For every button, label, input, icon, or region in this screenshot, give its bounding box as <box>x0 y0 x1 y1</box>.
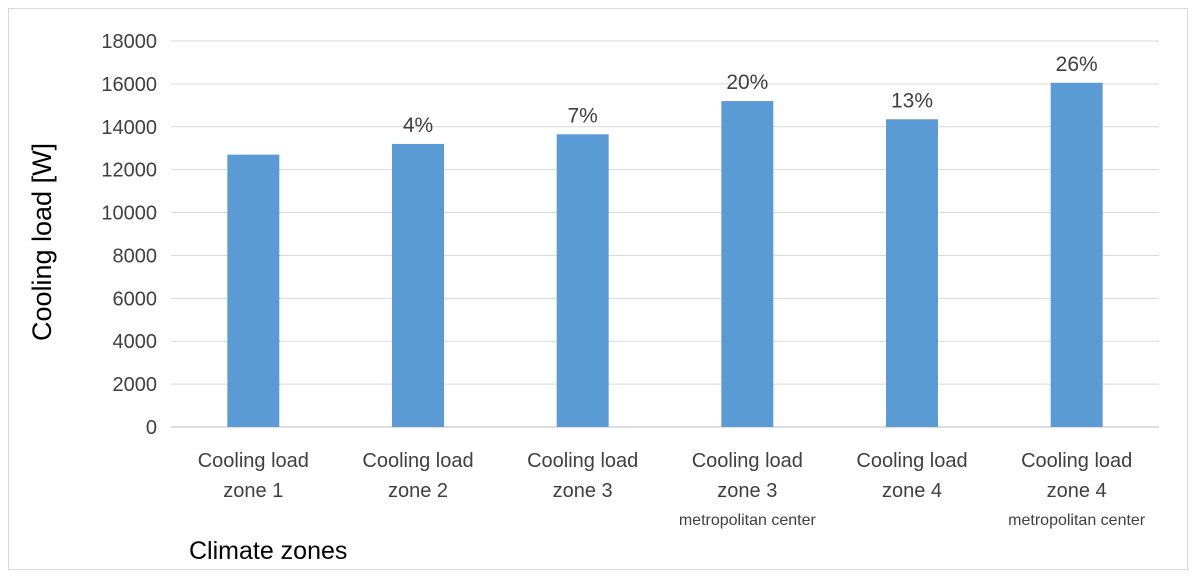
x-category-label: zone 2 <box>388 480 448 502</box>
bar <box>1050 82 1103 428</box>
y-axis-ticks: 0 2000 4000 6000 8000 10000 12000 14000 16000 180… <box>101 31 157 439</box>
bar <box>227 154 280 427</box>
x-category-label: zone 3 <box>553 480 613 502</box>
data-label: 26% <box>1056 53 1098 76</box>
y-tick-label: 8000 <box>113 245 158 267</box>
y-tick-label: 12000 <box>101 160 157 182</box>
x-category-label: Cooling load <box>362 450 473 472</box>
x-category-label: zone 1 <box>223 480 283 502</box>
bar <box>392 143 444 427</box>
x-category-sublabel: metropolitan center <box>679 512 817 529</box>
data-label: 13% <box>891 89 933 112</box>
y-tick-label: 18000 <box>101 31 157 53</box>
gridlines <box>171 40 1159 428</box>
bar-chart: 0 2000 4000 6000 8000 10000 12000 14000 16000 180… <box>27 31 1159 565</box>
y-tick-label: 2000 <box>113 374 158 396</box>
data-label: 4% <box>403 114 433 137</box>
y-tick-label: 10000 <box>101 203 157 225</box>
y-tick-label: 6000 <box>113 288 158 310</box>
x-category-sublabel: metropolitan center <box>1008 512 1146 529</box>
x-category-label: Cooling load <box>1021 450 1132 472</box>
x-category-label: zone 3 <box>717 480 777 502</box>
y-tick-label: 14000 <box>101 117 157 139</box>
bar <box>886 119 938 428</box>
bars <box>227 82 1103 428</box>
x-axis-title: Climate zones <box>189 537 347 565</box>
data-labels: 4% 7% 20% 13% 26% <box>403 53 1098 137</box>
y-tick-label: 0 <box>146 417 157 439</box>
chart-frame: 0 2000 4000 6000 8000 10000 12000 14000 16000 180… <box>8 8 1188 570</box>
x-category-label: zone 4 <box>882 480 942 502</box>
x-category-label: zone 4 <box>1047 480 1107 502</box>
x-axis-categories: Cooling load zone 1 Cooling load zone 2 Cool… <box>198 450 1146 529</box>
data-label: 7% <box>567 104 597 127</box>
y-tick-label: 16000 <box>101 74 157 96</box>
x-category-label: Cooling load <box>198 450 309 472</box>
data-label: 20% <box>726 71 768 94</box>
x-category-label: Cooling load <box>527 450 638 472</box>
x-category-label: Cooling load <box>692 450 803 472</box>
y-axis-title: Cooling load [W] <box>27 143 57 341</box>
y-tick-label: 4000 <box>113 331 158 353</box>
bar <box>556 134 609 427</box>
x-category-label: Cooling load <box>856 450 967 472</box>
bar <box>721 101 774 428</box>
